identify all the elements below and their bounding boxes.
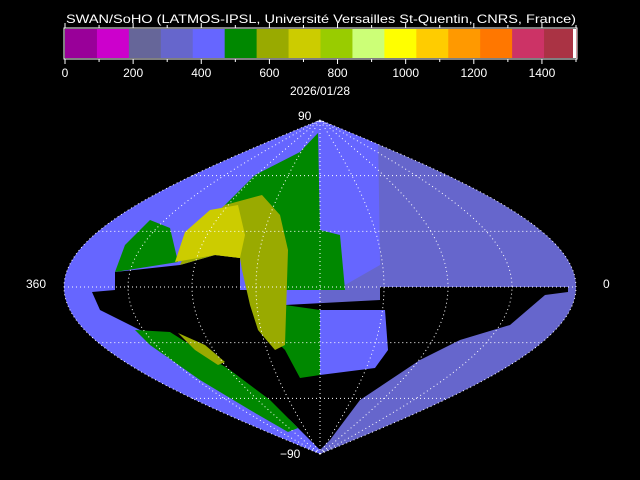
colorbar-tick-label: 200 — [123, 66, 143, 80]
colorbar-bin — [128, 29, 162, 58]
colorbar — [63, 27, 578, 60]
date-label: 2026/01/28 — [290, 84, 350, 98]
latitude-label-bottom: −90 — [280, 447, 301, 461]
colorbar-bin — [192, 29, 226, 58]
colorbar-tick-label: 1400 — [529, 66, 556, 80]
colorbar-tick-label: 1000 — [392, 66, 419, 80]
emission-region-green — [135, 330, 298, 432]
colorbar-bin — [544, 29, 577, 58]
colorbar-tick-label: 1200 — [460, 66, 487, 80]
colorbar-bin — [384, 29, 417, 58]
colorbar-ticks: 0 200 400 600 800 1000 1200 1400 — [62, 23, 577, 80]
colorbar-bin — [96, 29, 130, 58]
colorbar-tick-label: 800 — [328, 66, 348, 80]
coordinate-grid — [63, 119, 577, 455]
colorbar-bin — [352, 29, 385, 58]
colorbar-bin — [288, 29, 321, 58]
longitude-label-left: 360 — [26, 277, 46, 291]
colorbar-bin — [480, 29, 513, 58]
colorbar-bin — [320, 29, 353, 58]
latitude-label-top: 90 — [298, 109, 312, 123]
longitude-label-right: 0 — [603, 277, 610, 291]
colorbar-bin — [512, 29, 545, 58]
colorbar-bin — [224, 29, 258, 58]
colorbar-frame — [63, 27, 578, 60]
sky-region-lower — [320, 310, 388, 375]
colorbar-tick-label: 0 — [62, 66, 69, 80]
colorbar-bin — [448, 29, 481, 58]
colorbar-bin — [416, 29, 449, 58]
emission-region-yellow — [175, 205, 245, 262]
emission-region-green — [115, 220, 178, 272]
colorbar-tick-label: 600 — [259, 66, 279, 80]
colorbar-bin — [160, 29, 194, 58]
emission-region-olive — [178, 333, 225, 365]
colorbar-bin — [256, 29, 290, 58]
figure-title: SWAN/SoHO (LATMOS-IPSL, Université Versa… — [66, 12, 576, 26]
colorbar-tick-label: 400 — [191, 66, 211, 80]
colorbar-bin — [65, 29, 98, 58]
colorbar-bin — [573, 29, 576, 58]
